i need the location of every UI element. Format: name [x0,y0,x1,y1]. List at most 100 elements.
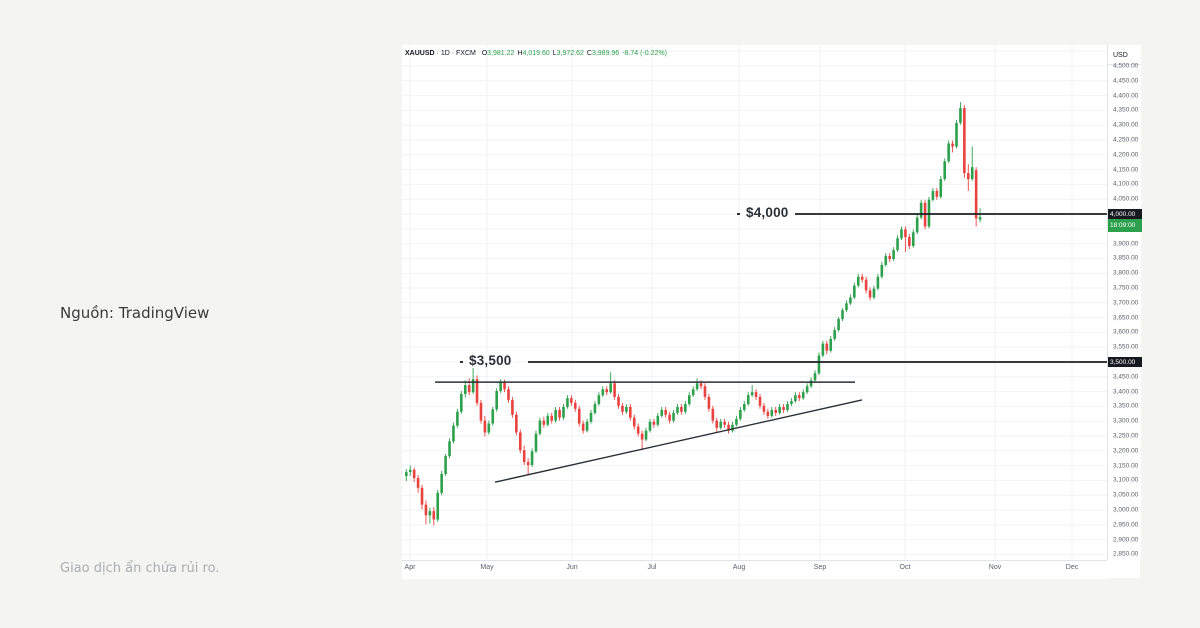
candle-body [456,411,459,426]
candle-body [711,408,715,421]
candle-body [935,190,939,197]
candle-body [471,379,475,393]
candle-body [750,392,754,396]
candle-body [475,379,479,403]
candle-body [511,399,514,415]
candle-body [515,414,518,433]
candle-body [573,402,577,409]
candle-body [577,408,581,424]
high-value: 4,019.60 [522,50,550,57]
candle-body [546,415,550,425]
candle-body [452,425,455,442]
candle-body [699,383,703,387]
candle-body [742,404,746,410]
price-tick-label: 3,650.00 [1113,314,1139,322]
axis-divider [1108,64,1141,65]
candle-body [782,406,785,410]
close-key: C [586,50,592,57]
candle-body [900,229,903,239]
open-value: 3,981.22 [487,50,515,57]
candle-body [420,487,424,505]
chart-plot-area[interactable]: $4,000 $3,500 XAUUSD · 1D · FXCM O3,981.2… [402,45,1107,560]
interval-label[interactable]: 1D [440,50,450,57]
month-tick-label: Jul [647,564,657,571]
candle-body [864,279,868,291]
month-tick-label: Nov [988,564,1002,571]
candle-body [526,462,530,466]
candle-body [625,406,628,412]
candle-body [648,421,652,431]
price-axis[interactable]: USD 4,500.00 4,450.00 4,400.00 4,350.00 4,30… [1107,45,1142,560]
candle-body [601,389,605,396]
price-tick-label: 4,300.00 [1113,121,1139,129]
price-tick-label: 2,950.00 [1113,521,1139,529]
candle-body [939,179,943,197]
candle-body [605,389,609,393]
candle-body [809,380,813,387]
month-tick-label: Sep [813,564,827,571]
candle-body [660,409,664,416]
candle-body [597,395,601,405]
price-tick-label: 3,900.00 [1113,240,1139,248]
high-key: H [517,50,523,57]
month-tick-label: Aug [732,564,746,571]
candle-body [880,264,884,277]
candle-body [825,343,829,351]
symbol-ohlc-bar[interactable]: XAUUSD · 1D · FXCM O3,981.22 H4,019.60 L3,… [405,50,667,57]
candle-body [798,395,801,399]
separator: · [451,50,455,57]
price-tick-label: 3,750.00 [1113,284,1139,292]
candle-body [915,217,919,233]
candle-body [554,409,557,421]
candle-body [538,420,542,434]
price-tick-label: 3,250.00 [1113,432,1139,440]
candle-body [707,396,711,409]
change-value: -8.74 (-0.22%) [622,50,667,57]
candle-body [911,232,915,246]
candle-body [813,373,817,381]
candle-body [652,421,656,425]
month-tick-label: Apr [404,564,416,571]
candle-body [731,424,734,431]
price-tick-label: 4,050.00 [1113,195,1139,203]
candle-body [860,276,864,280]
exchange-label: FXCM [456,50,476,57]
candle-body [794,395,797,402]
candle-body [405,472,408,476]
candle-body [656,415,660,425]
candle-body [448,441,451,457]
bar-countdown: 18:09:00 [1110,222,1136,230]
time-axis[interactable]: Apr May Jun Jul Aug Sep Oct Nov Dec [402,560,1107,579]
candle-body [507,389,510,400]
candle-body [428,511,432,516]
candle-body [963,108,966,174]
candle-body [416,478,420,488]
month-tick-label: Jun [566,564,578,571]
candle-body [558,409,561,418]
symbol-name[interactable]: XAUUSD [405,50,435,57]
candle-body [570,398,573,403]
candle-body [919,202,923,218]
candle-body [664,409,667,415]
price-tick-label: 4,100.00 [1113,180,1139,188]
candle-body [621,405,624,412]
candle-body [566,398,569,407]
candle-body [853,285,856,298]
candle-body [884,256,888,265]
candle-body [805,386,809,393]
candle-body [735,418,738,425]
candle-body [499,382,502,392]
candle-body [542,420,546,425]
candlestick-chart[interactable] [402,45,1107,560]
price-tick-label: 3,100.00 [1113,476,1139,484]
price-tick-label: 3,700.00 [1113,299,1139,307]
candle-body [684,404,687,412]
candle-body [613,383,616,397]
price-tick-label: 4,450.00 [1113,77,1139,85]
candle-body [589,412,593,422]
price-tick-label: 2,900.00 [1113,536,1139,544]
candle-body [432,511,436,520]
candle-body [955,122,958,147]
candle-body [841,310,844,320]
candle-body [770,409,774,416]
